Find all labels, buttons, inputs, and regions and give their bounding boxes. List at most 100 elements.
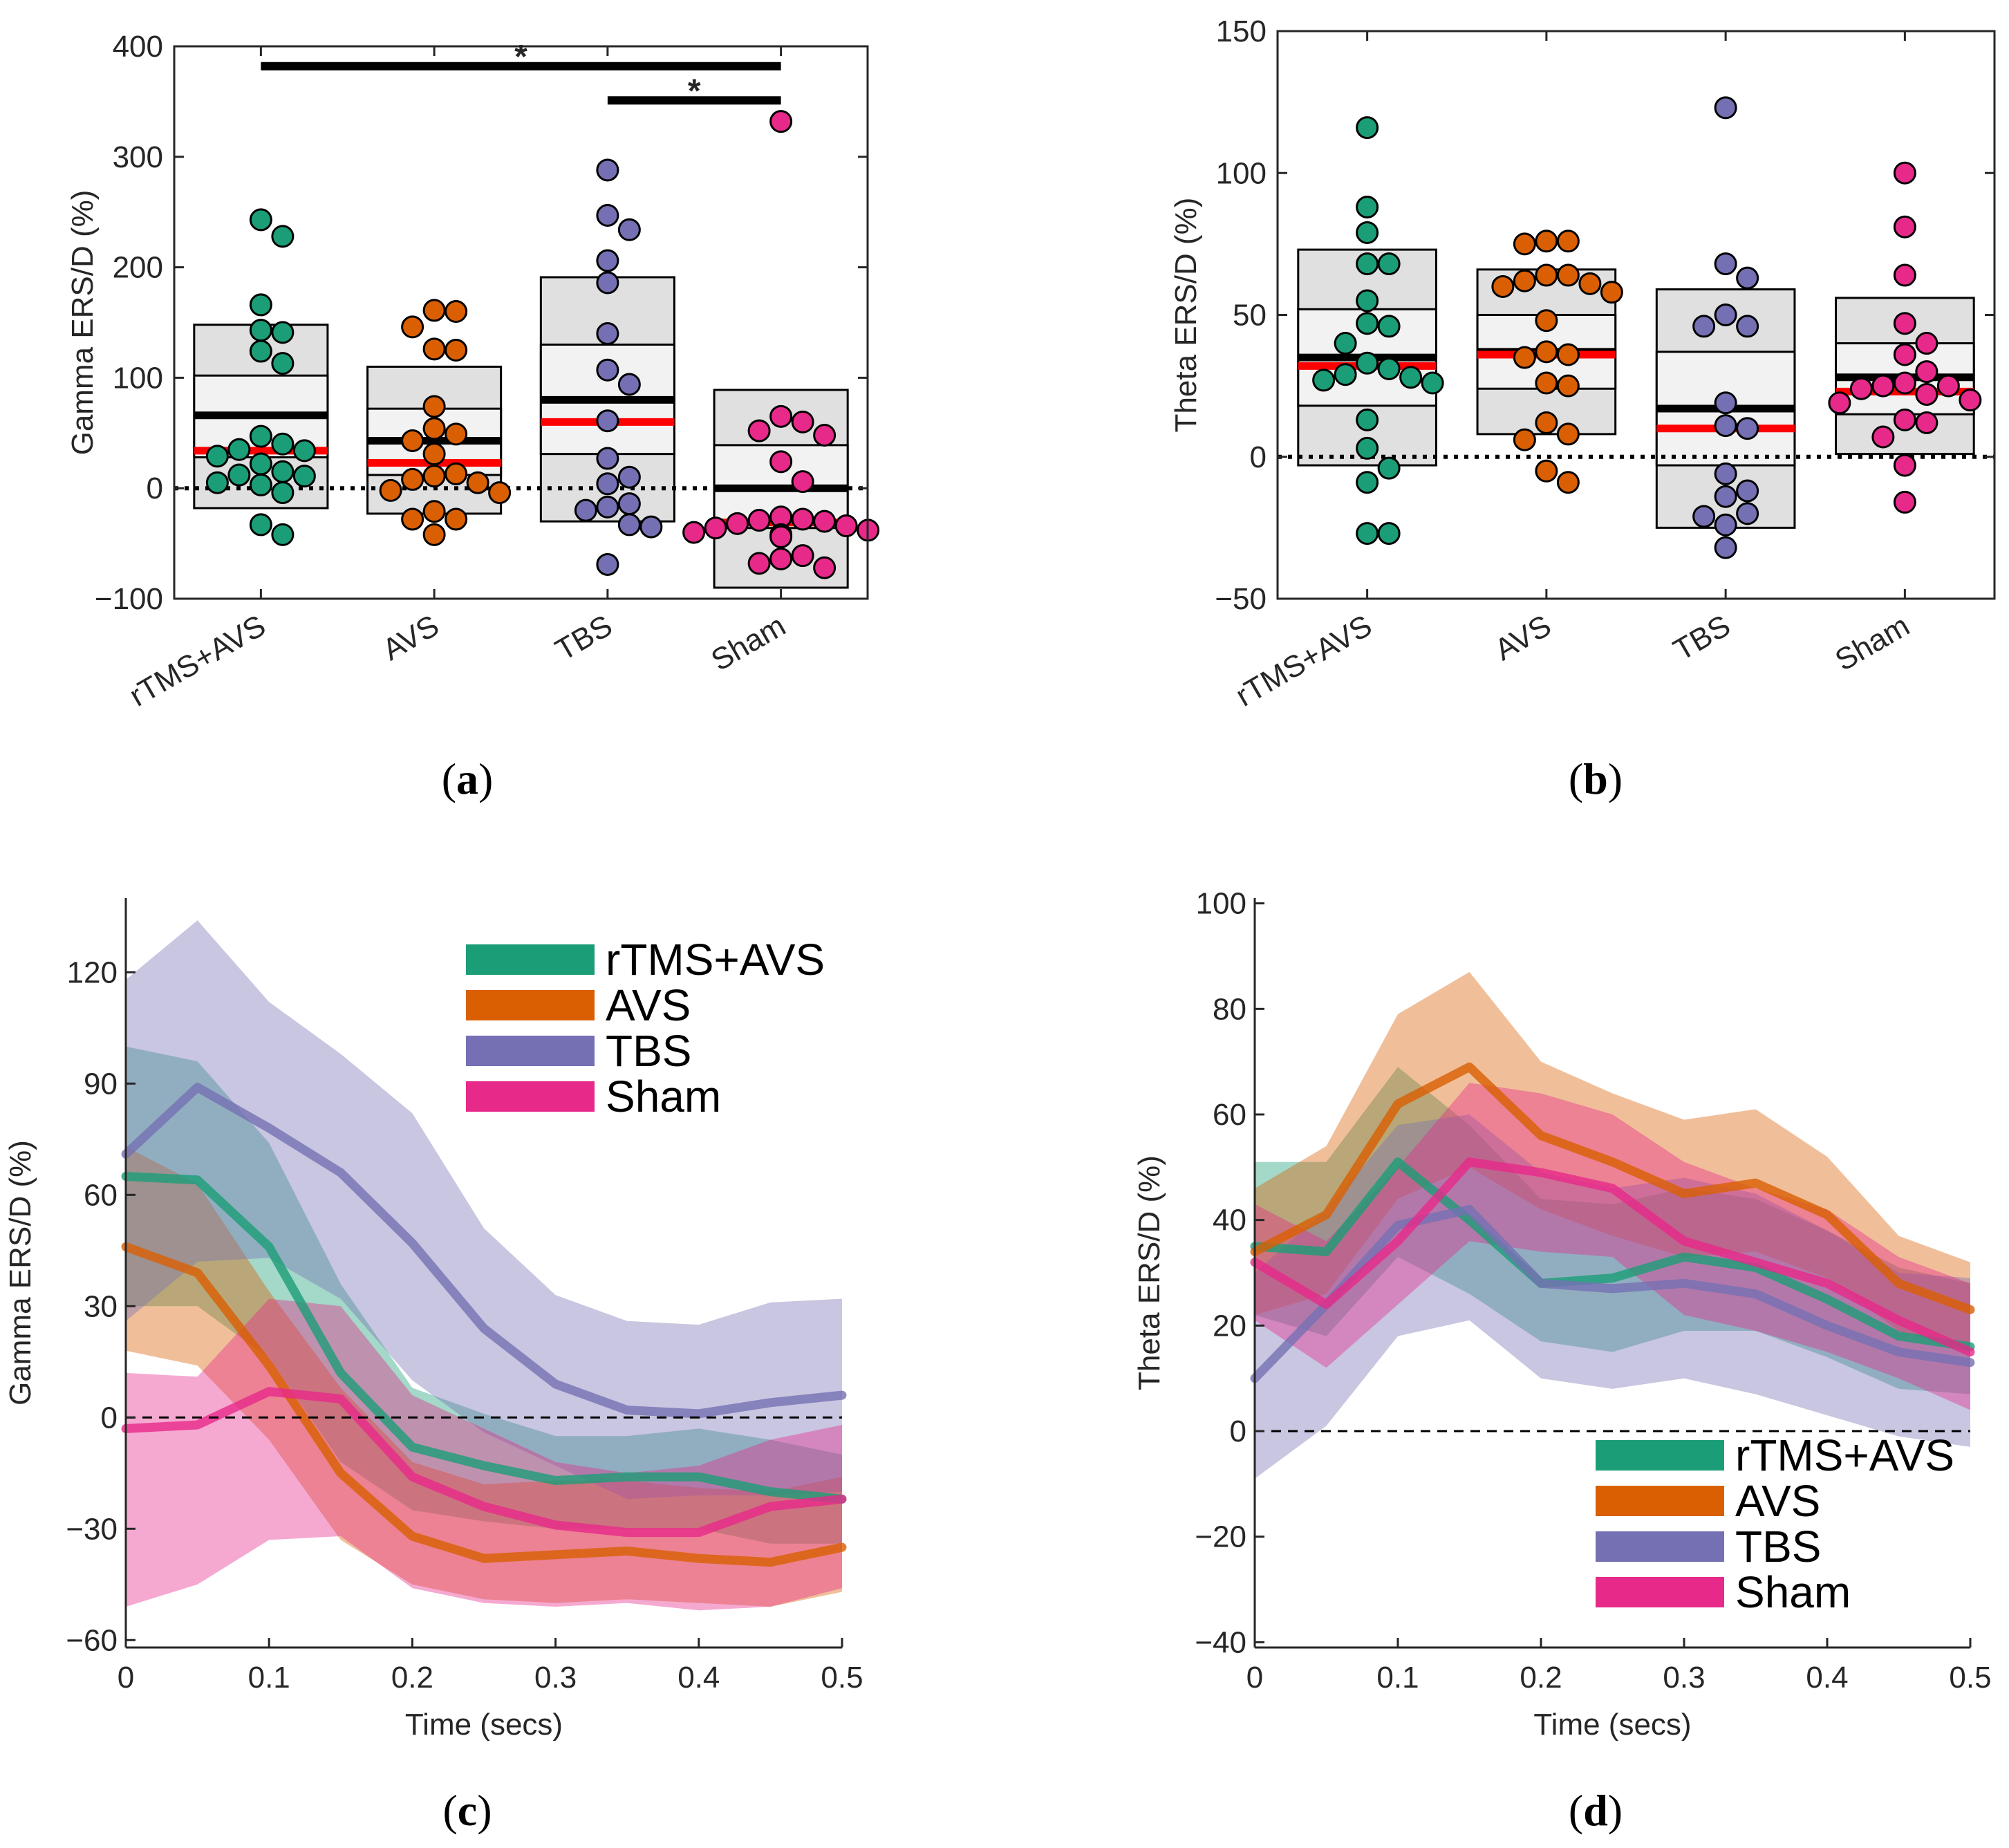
data-point-TBS: [1714, 513, 1737, 536]
y-tick-label: 0: [1250, 440, 1267, 474]
data-point-AVS: [401, 507, 424, 531]
data-point-rTMS+AVS: [227, 463, 251, 487]
data-point-Sham: [769, 110, 793, 133]
data-point-rTMS+AVS: [249, 424, 272, 448]
x-tick-label: rTMS+AVS: [124, 608, 271, 713]
data-point-AVS: [1513, 269, 1536, 292]
y-tick-label: 50: [1233, 299, 1267, 333]
data-point-TBS: [1714, 391, 1737, 415]
data-point-Sham: [1915, 360, 1938, 384]
x-tick-label: TBS: [1668, 608, 1737, 667]
y-tick-label: 20: [1213, 1309, 1246, 1343]
data-point-AVS: [1535, 309, 1558, 333]
data-point-Sham: [1893, 408, 1916, 431]
data-point-rTMS+AVS: [1377, 456, 1401, 480]
data-point-AVS: [1556, 343, 1580, 366]
series-line-AVS: [121, 1242, 847, 1567]
data-point-rTMS+AVS: [292, 439, 316, 463]
series-line-Sham: [121, 1387, 847, 1538]
x-tick-label: AVS: [377, 608, 445, 667]
data-point-TBS: [1714, 485, 1737, 508]
x-tick-label: 0: [118, 1661, 134, 1695]
data-point-TBS: [617, 513, 641, 536]
data-point-TBS: [596, 409, 619, 433]
data-point-Sham: [747, 552, 771, 575]
data-point-TBS: [1692, 315, 1716, 338]
x-tick-label: 0.3: [1663, 1661, 1705, 1695]
y-tick-label: 60: [1213, 1098, 1246, 1132]
y-tick-label: −20: [1195, 1520, 1246, 1554]
legend-label-rTMS+AVS: rTMS+AVS: [606, 935, 825, 984]
data-point-rTMS+AVS: [271, 352, 295, 375]
data-point-Sham: [1893, 454, 1916, 477]
data-point-Sham: [1871, 374, 1895, 398]
data-point-rTMS+AVS: [271, 523, 295, 546]
data-point-Sham: [1871, 425, 1895, 449]
data-point-Sham: [769, 404, 793, 428]
series-line-TBS: [1250, 1204, 1975, 1383]
data-point-Sham: [769, 525, 793, 549]
data-point-AVS: [445, 338, 468, 362]
chart-panel-d: −40 −20 0 20 40 60 80 100 0 0.1 0.2 0.3 0.4 0.5 Time (…: [1132, 887, 1992, 1742]
axes-frame: [173, 45, 869, 600]
x-tick-label: Sham: [706, 608, 792, 678]
series-line-Sham: [1250, 1157, 1975, 1356]
data-point-Sham: [1828, 391, 1851, 415]
data-point-Sham: [1893, 161, 1916, 185]
y-tick-label: 100: [113, 361, 163, 395]
data-point-AVS: [422, 500, 446, 523]
y-tick-label: 30: [84, 1289, 118, 1323]
y-tick-label: 60: [84, 1178, 118, 1212]
data-point-TBS: [1714, 414, 1737, 438]
data-point-rTMS+AVS: [271, 481, 295, 505]
data-point-Sham: [813, 510, 837, 533]
x-tick-label: 0.5: [821, 1661, 863, 1695]
x-tick-label: 0: [1246, 1661, 1263, 1695]
data-point-rTMS+AVS: [249, 339, 272, 363]
data-point-rTMS+AVS: [1356, 252, 1379, 276]
x-tick-label: rTMS+AVS: [1230, 608, 1377, 713]
x-tick-label: AVS: [1489, 608, 1557, 667]
legend-label-Sham: Sham: [1735, 1567, 1851, 1617]
legend-swatch-AVS: [466, 990, 595, 1020]
data-point-Sham: [1936, 374, 1960, 398]
data-point-AVS: [1556, 263, 1580, 287]
data-point-Sham: [726, 512, 749, 535]
data-point-AVS: [1491, 274, 1515, 298]
data-point-Sham: [1893, 490, 1916, 514]
data-point-AVS: [1556, 471, 1580, 494]
data-point-Sham: [791, 410, 814, 433]
data-point-rTMS+AVS: [249, 513, 272, 536]
data-point-AVS: [1535, 459, 1558, 483]
data-point-TBS: [639, 515, 663, 539]
y-axis-label: Gamma ERS/D (%): [66, 190, 100, 456]
data-point-AVS: [445, 422, 468, 446]
y-tick-label: 100: [1196, 887, 1246, 921]
data-point-TBS: [1736, 479, 1759, 503]
legend-swatch-Sham: [1596, 1577, 1724, 1607]
series-line-TBS: [121, 1083, 847, 1419]
data-point-rTMS+AVS: [205, 471, 229, 494]
data-point-Sham: [769, 450, 793, 474]
data-point-Sham: [813, 423, 837, 447]
data-point-AVS: [1535, 340, 1558, 364]
data-point-AVS: [1535, 371, 1558, 395]
x-axis-label: Time (secs): [1533, 1708, 1691, 1742]
data-point-rTMS+AVS: [1334, 332, 1357, 355]
significance-star: *: [688, 73, 701, 109]
data-point-rTMS+AVS: [1356, 116, 1379, 140]
data-point-AVS: [422, 299, 446, 322]
data-point-AVS: [422, 465, 446, 488]
data-point-AVS: [1578, 272, 1602, 295]
data-point-AVS: [1535, 230, 1558, 253]
panel-label-b: (b): [1569, 754, 1623, 803]
x-tick-label: 0.5: [1949, 1661, 1991, 1695]
data-point-AVS: [1556, 422, 1580, 446]
data-point-Sham: [747, 419, 771, 442]
data-point-Sham: [1893, 343, 1916, 366]
legend-swatch-TBS: [466, 1036, 595, 1066]
data-point-Sham: [1893, 371, 1916, 395]
panel-label-c: (c): [442, 1786, 492, 1835]
